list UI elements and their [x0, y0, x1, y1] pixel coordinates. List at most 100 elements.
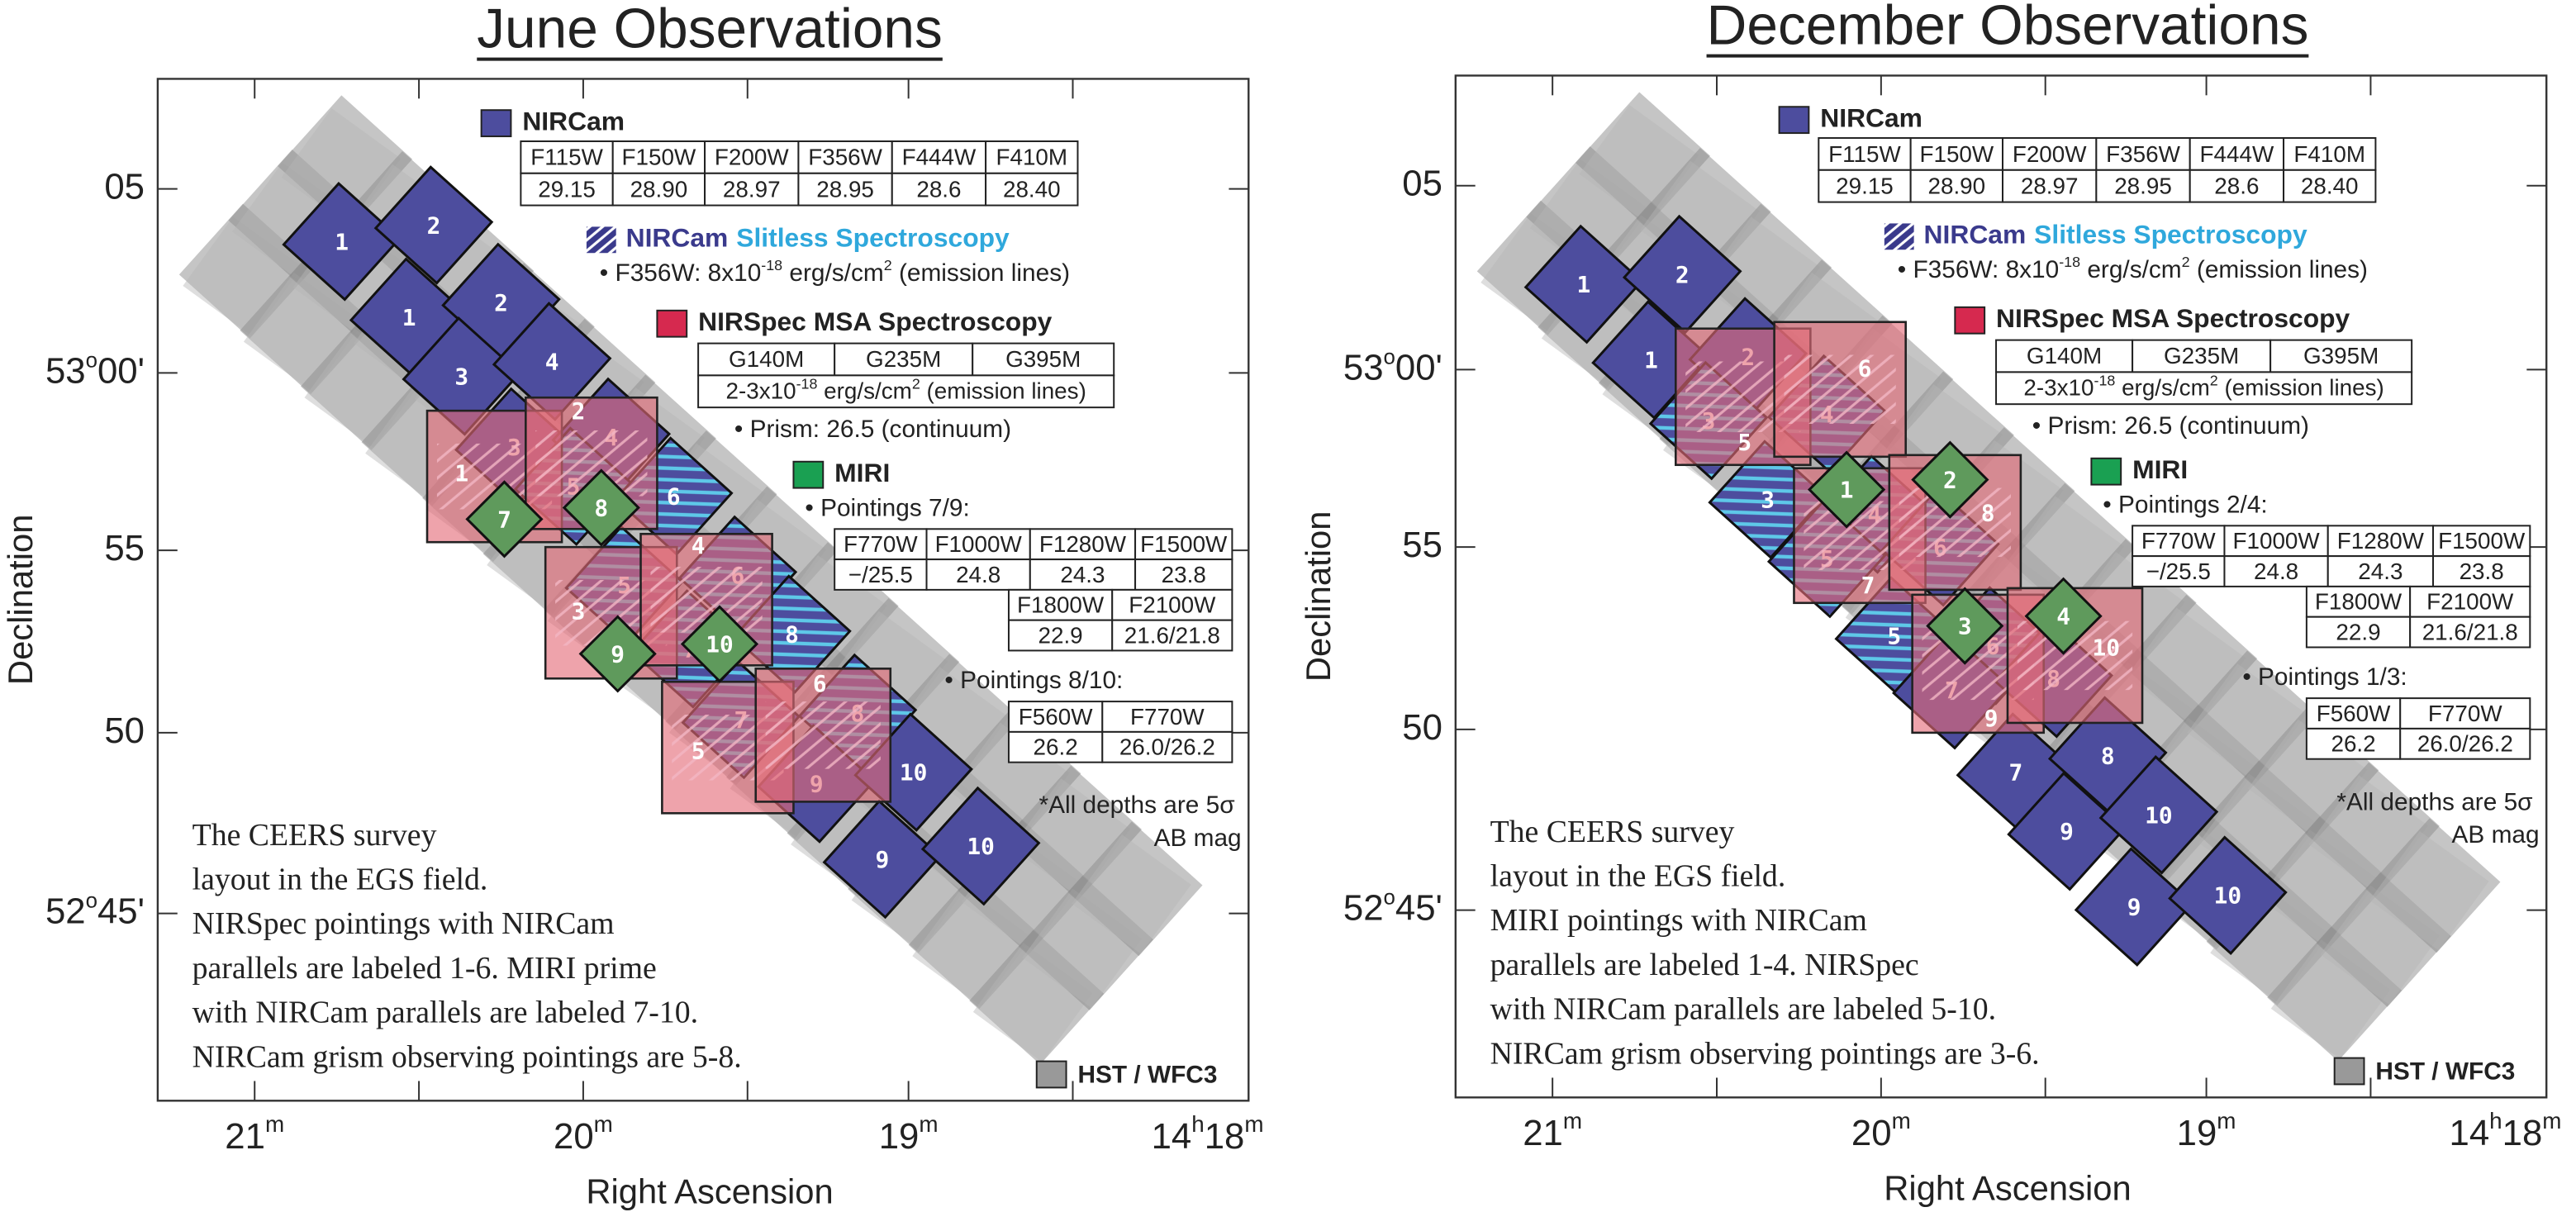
- table-text: 23.8: [2460, 558, 2504, 584]
- table-cell: [1818, 137, 1912, 171]
- text-part: erg/s/cm: [817, 378, 911, 404]
- text-part: 00': [97, 350, 145, 391]
- nircam-label: 9: [875, 846, 889, 873]
- text-part: 18: [1205, 1116, 1245, 1157]
- table-cell: [1101, 730, 1233, 763]
- superscript: m: [1563, 1108, 1582, 1134]
- table-text: G395M: [2303, 343, 2379, 368]
- nircam-label: 8: [2101, 743, 2115, 770]
- x-tick-label: 14h18m: [1152, 1111, 1264, 1157]
- hst-swatch: [1035, 1060, 1067, 1089]
- table-cell: [1111, 588, 1233, 621]
- panel-title: June Observations: [477, 0, 943, 60]
- nirspec-hatch: [765, 701, 881, 769]
- text-part: • F356W: 8x10: [1898, 256, 2059, 283]
- nircam-label: 1: [1577, 271, 1591, 298]
- table-text: G395M: [1005, 346, 1081, 372]
- depth-note: AB mag: [2452, 821, 2540, 848]
- table-text: F1000W: [935, 531, 1023, 557]
- table-cell: [1007, 701, 1104, 733]
- table-text: 26.0/26.2: [1119, 734, 1215, 760]
- text-part: 05: [1402, 163, 1442, 203]
- table-cell: [2283, 137, 2377, 171]
- nirspec-label: 4: [692, 532, 706, 559]
- nircam-label: 8: [785, 621, 799, 649]
- table-text: F2100W: [2426, 589, 2514, 615]
- hst-legend: HST / WFC3: [2375, 1058, 2515, 1085]
- nircam-pointing: [1622, 214, 1742, 335]
- text-part: (emission lines): [2218, 375, 2384, 401]
- nircam-pointing: [2168, 835, 2288, 956]
- superscript: m: [265, 1111, 284, 1137]
- table-cell: [697, 342, 836, 377]
- text-part: 14: [2450, 1113, 2490, 1153]
- nirspec-label: 1: [454, 460, 468, 487]
- table-text: 24.8: [2254, 558, 2298, 584]
- nircam-pointing: [822, 799, 943, 920]
- table-text: 22.9: [2336, 619, 2380, 644]
- text-part: 00': [1395, 347, 1442, 387]
- miri-group-heading: • Pointings 7/9:: [805, 494, 969, 521]
- y-tick-label: 52o45': [45, 889, 145, 931]
- nircam-label: 9: [2060, 818, 2074, 845]
- miri-pointing: [2024, 577, 2103, 655]
- table-text: F115W: [530, 145, 603, 170]
- nirspec-label: 5: [1737, 429, 1751, 456]
- nircam-pointing: [2074, 847, 2194, 967]
- table-cell: [2189, 137, 2285, 171]
- plot-frame: [156, 78, 1250, 1102]
- table-cell: [2305, 697, 2402, 730]
- slitless-note: • F356W: 8x10-18 erg/s/cm2 (emission lin…: [600, 257, 1070, 287]
- caption-line: with NIRCam parallels are labeled 5-10.: [1490, 992, 1996, 1027]
- table-text: 26.2: [2331, 731, 2375, 757]
- table-text: F560W: [2317, 701, 2391, 726]
- text-part: Slitless Spectroscopy: [2034, 220, 2307, 250]
- panel: December Observations0553o00'555052o45'2…: [1299, 0, 2562, 1208]
- table-text: F410M: [2293, 141, 2365, 167]
- nircam-label: 2: [494, 289, 508, 316]
- table-cell: [972, 342, 1115, 377]
- miri-label: 4: [2056, 603, 2070, 630]
- miri-pointing: [465, 480, 544, 558]
- nirspec-hatch: [1784, 354, 1896, 425]
- table-text: 29.15: [538, 177, 596, 202]
- table-cell: [1111, 619, 1233, 652]
- table-cell: [891, 172, 987, 207]
- miri-swatch: [792, 460, 825, 489]
- nircam-pointing: [373, 165, 494, 285]
- superscript: 2: [2210, 372, 2218, 388]
- nircam-pointing: [282, 181, 402, 302]
- y-axis-label: Declination: [1, 515, 40, 686]
- text-part: erg/s/cm: [782, 259, 884, 287]
- superscript: 2: [2182, 254, 2190, 270]
- y-axis-label: Declination: [1299, 511, 1338, 682]
- text-part: erg/s/cm: [2115, 375, 2209, 401]
- superscript: -18: [2094, 372, 2116, 388]
- miri-group-heading: • Pointings 8/10:: [944, 667, 1123, 694]
- text-part: 45': [1395, 887, 1442, 928]
- table-text: F770W: [2428, 701, 2502, 726]
- caption-line: layout in the EGS field.: [192, 863, 488, 897]
- superscript: m: [594, 1111, 613, 1137]
- superscript: -18: [2059, 254, 2080, 270]
- text-part: 20: [1851, 1113, 1892, 1153]
- nirspec-legend: NIRSpec MSA Spectroscopy: [698, 307, 1053, 336]
- table-text: 28.90: [630, 177, 688, 202]
- text-part: 53: [1343, 347, 1384, 387]
- x-tick-label: 19m: [879, 1111, 939, 1157]
- superscript: h: [1191, 1111, 1204, 1137]
- depth-note: *All depths are 5σ: [2336, 788, 2532, 815]
- caption-line: parallels are labeled 1-4. NIRSpec: [1490, 948, 1919, 982]
- caption-line: NIRCam grism observing pointings are 5-8…: [192, 1039, 742, 1074]
- nircam-label: 3: [454, 363, 468, 390]
- y-tick-label: 53o00': [45, 349, 145, 391]
- plot-frame: [1454, 74, 2548, 1099]
- miri-legend: MIRI: [834, 458, 890, 487]
- caption-line: with NIRCam parallels are labeled 7-10.: [192, 996, 698, 1030]
- miri-label: 8: [594, 494, 608, 521]
- hst-legend: HST / WFC3: [1077, 1061, 1217, 1088]
- table-text: F770W: [2141, 528, 2216, 554]
- superscript: m: [919, 1111, 938, 1137]
- y-tick-label: 05: [1402, 163, 1442, 203]
- table-text: F356W: [2106, 141, 2180, 167]
